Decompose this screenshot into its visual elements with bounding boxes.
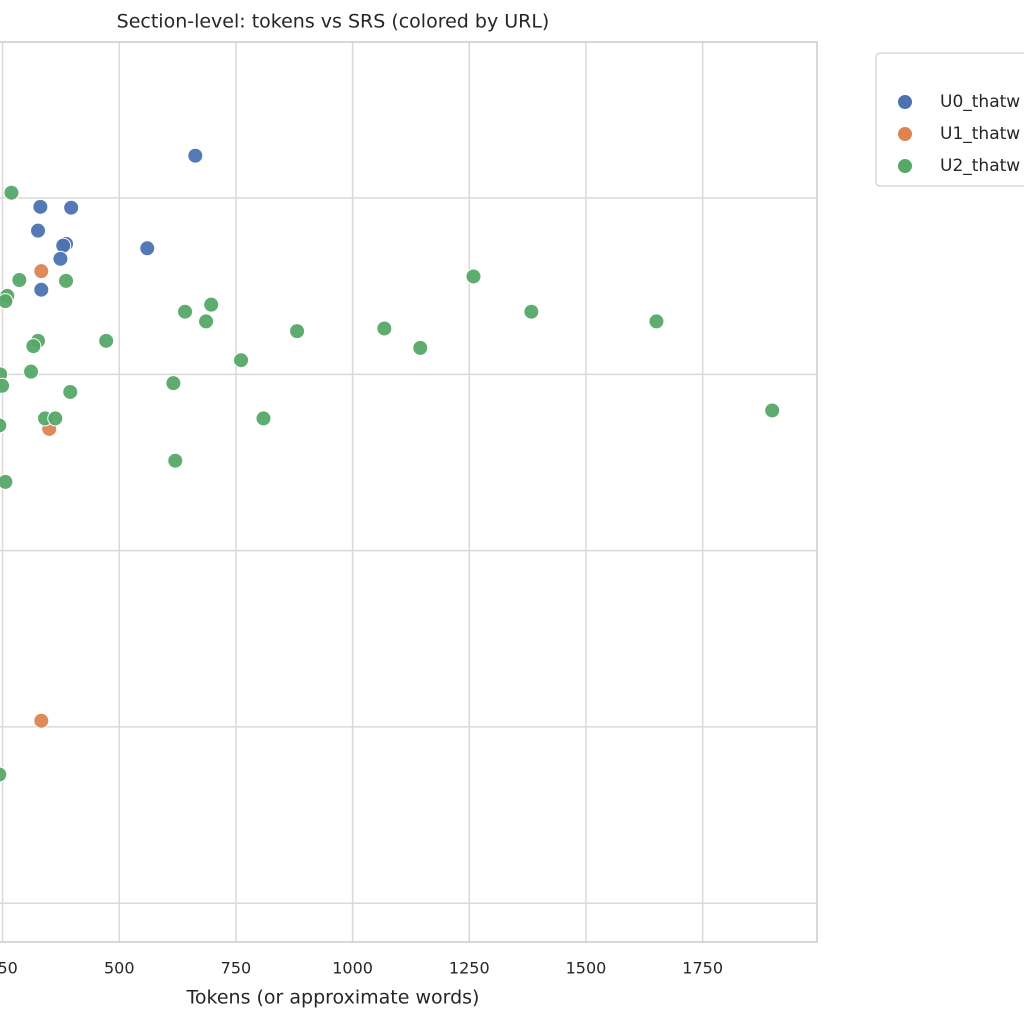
point <box>764 402 781 419</box>
point <box>412 339 429 356</box>
point <box>98 332 115 349</box>
point <box>30 222 47 239</box>
legend-marker <box>897 158 913 174</box>
x-axis-label: Tokens (or approximate words) <box>186 987 480 1009</box>
point <box>33 281 50 298</box>
point <box>167 452 184 469</box>
point <box>165 375 182 392</box>
x-tick-label: 750 <box>221 959 252 978</box>
legend-label: U1_thatw <box>940 124 1020 144</box>
point <box>0 473 14 490</box>
legend-label: U2_thatw <box>940 156 1020 176</box>
point <box>62 383 79 400</box>
legend: U0_thatw U1_thatw U2_thatw <box>875 52 1024 187</box>
point <box>255 410 272 427</box>
point <box>52 250 69 267</box>
legend-marker <box>897 126 913 142</box>
x-tick-label: 1750 <box>682 959 723 978</box>
point <box>198 313 215 330</box>
point <box>233 352 250 369</box>
point <box>11 272 28 289</box>
legend-box <box>875 52 1024 187</box>
point <box>3 184 20 201</box>
point <box>289 323 306 340</box>
point <box>55 237 72 254</box>
point <box>187 147 204 164</box>
point <box>47 410 64 427</box>
point <box>0 377 11 394</box>
point <box>33 263 50 280</box>
point <box>32 198 49 215</box>
x-tick-label: 1500 <box>566 959 607 978</box>
point <box>465 268 482 285</box>
point <box>648 313 665 330</box>
point <box>0 293 14 310</box>
point <box>376 320 393 337</box>
chart-title: Section-level: tokens vs SRS (colored by… <box>117 11 550 33</box>
legend-marker <box>897 94 913 110</box>
x-tick-label: 250 <box>0 959 18 978</box>
point <box>0 417 8 434</box>
x-tick-label: 500 <box>104 959 135 978</box>
point <box>58 272 75 289</box>
x-tick-label: 1250 <box>449 959 490 978</box>
plot-frame <box>0 41 818 943</box>
point <box>203 296 220 313</box>
point <box>0 766 8 783</box>
point <box>523 303 540 320</box>
point <box>139 240 156 257</box>
x-tick-label: 1000 <box>332 959 373 978</box>
point <box>63 199 80 216</box>
point <box>177 303 194 320</box>
legend-label: U0_thatw <box>940 92 1020 112</box>
point <box>25 338 42 355</box>
point <box>33 712 50 729</box>
point <box>23 363 40 380</box>
